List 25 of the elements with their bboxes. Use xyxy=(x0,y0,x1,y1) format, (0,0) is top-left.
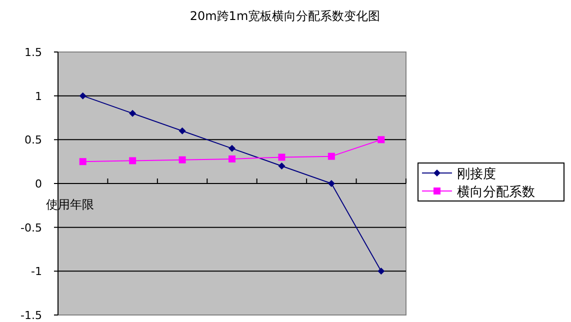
point xyxy=(129,110,136,117)
legend-label: 刚接度 xyxy=(457,166,496,182)
point xyxy=(228,144,236,152)
point xyxy=(378,136,385,144)
y-tick-label: 0.5 xyxy=(24,134,42,147)
legend-label: 横向分配系数 xyxy=(457,185,535,200)
y-tick-label: 1.5 xyxy=(24,46,42,59)
point xyxy=(178,127,186,134)
y-tick-label: -0.5 xyxy=(20,221,42,234)
y-tick-label: 1 xyxy=(35,90,42,103)
point xyxy=(79,158,86,166)
x-axis-title: 使用年限 xyxy=(46,198,94,212)
point xyxy=(79,92,86,100)
y-tick-label: -1 xyxy=(31,265,42,278)
point xyxy=(278,162,286,170)
point xyxy=(129,157,136,164)
chart-title: 20m跨1m宽板横向分配系数变化图 xyxy=(190,9,380,23)
point xyxy=(328,180,335,187)
y-tick-label: 0 xyxy=(35,178,42,190)
point xyxy=(328,152,335,160)
point xyxy=(378,268,385,275)
point xyxy=(178,156,186,164)
y-tick-label: -1.5 xyxy=(20,309,42,322)
point xyxy=(228,155,236,162)
point xyxy=(278,154,286,161)
